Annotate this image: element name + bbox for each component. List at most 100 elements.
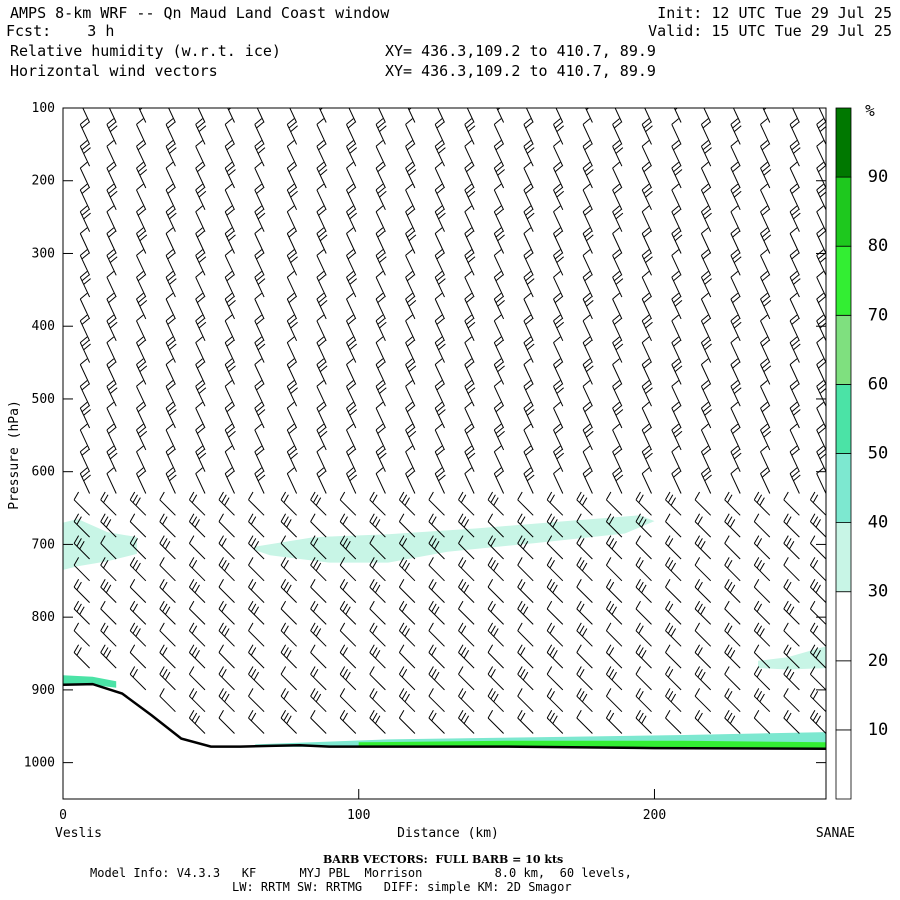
wind-barb-staff [286, 211, 298, 232]
wind-barb-feather [612, 161, 620, 169]
wind-barb-feather [250, 647, 257, 656]
wind-barb-feather [256, 209, 264, 216]
wind-barb-feather [641, 358, 650, 365]
wind-barb-staff [106, 342, 117, 363]
wind-barb [700, 380, 712, 407]
wind-barb-staff [159, 630, 176, 647]
wind-barb-feather [100, 622, 106, 631]
wind-barb-feather [167, 187, 176, 194]
wind-barb-feather [674, 430, 683, 438]
wind-barb [339, 688, 357, 713]
wind-barb-feather [224, 271, 233, 278]
wind-barb [434, 314, 445, 342]
wind-barb-staff [487, 652, 504, 669]
wind-barb [375, 423, 386, 451]
wind-barb-feather [789, 140, 798, 147]
wind-barb-staff [464, 473, 475, 494]
wind-barb-feather [339, 579, 346, 588]
wind-barb-feather [667, 494, 674, 503]
wind-barb [582, 445, 593, 472]
wind-barb-feather [493, 314, 502, 322]
wind-barb-feather [495, 209, 504, 216]
wind-barb-feather [815, 650, 821, 659]
wind-barb-feather [79, 271, 88, 278]
wind-barb-feather [464, 205, 473, 213]
wind-barb-feather [791, 143, 800, 151]
wind-barb-feather [136, 336, 144, 343]
wind-barb-feather [582, 227, 591, 234]
wind-barb [369, 579, 386, 603]
wind-barb-feather [347, 121, 356, 129]
wind-barb-feather [81, 471, 90, 478]
wind-barb-staff [724, 673, 741, 691]
wind-barb-feather [760, 118, 768, 125]
wind-barb-feather [608, 603, 615, 612]
wind-barb-feather [165, 249, 174, 256]
wind-barb-feather [345, 671, 351, 681]
wind-barb-staff [635, 673, 652, 691]
wind-barb-feather [763, 169, 772, 176]
wind-barb-feather [81, 274, 90, 282]
wind-barb-feather [524, 97, 531, 103]
wind-barb [641, 358, 652, 385]
wind-barb-feather [79, 423, 88, 431]
wind-barb-feather [221, 625, 227, 634]
wind-barb-feather [288, 449, 297, 456]
wind-barb-feather [137, 471, 146, 478]
wind-barb-feather [76, 516, 82, 525]
wind-barb [286, 183, 298, 211]
wind-barb-feather [405, 161, 413, 169]
wind-barb [195, 467, 206, 494]
wind-barb [339, 709, 357, 734]
wind-barb [700, 118, 712, 145]
wind-barb-feather [105, 650, 112, 659]
wind-barb [760, 161, 772, 189]
wind-barb-feather [196, 383, 205, 391]
wind-barb-feather [671, 271, 680, 278]
wind-barb-feather [579, 559, 585, 569]
wind-barb-feather [253, 540, 260, 550]
wind-barb-feather [109, 125, 118, 132]
wind-barb-staff [136, 255, 147, 276]
wind-barb-feather [401, 690, 408, 700]
wind-barb-feather [730, 467, 739, 474]
wind-barb-feather [760, 423, 768, 431]
wind-barb [310, 644, 327, 669]
wind-barb [188, 644, 206, 669]
wind-barb-feather [493, 183, 502, 191]
wind-barb [369, 688, 386, 713]
wind-barb-feather [674, 234, 683, 242]
wind-barb-feather [73, 491, 80, 501]
wind-barb-feather [379, 321, 387, 329]
wind-barb-feather [458, 535, 464, 544]
wind-barb [546, 491, 564, 516]
wind-barb-feather [783, 622, 789, 631]
wind-barb-feather [256, 449, 264, 456]
wind-barb-feather [162, 647, 168, 656]
wind-barb-feather [493, 336, 502, 343]
wind-barb-staff [224, 386, 235, 407]
wind-barb-feather [369, 600, 375, 610]
wind-barb [339, 513, 357, 538]
wind-barb-feather [165, 227, 174, 234]
wind-barb-feather [228, 108, 232, 111]
wind-barb-feather [789, 336, 798, 343]
wind-barb [818, 108, 826, 123]
wind-barb-feather [398, 579, 405, 588]
wind-barb [783, 644, 800, 669]
wind-barb [605, 491, 623, 516]
wind-barb-feather [816, 314, 824, 322]
wind-barb-staff [405, 124, 416, 145]
wind-barb-feather [346, 314, 354, 322]
wind-barb-feather [109, 100, 116, 106]
wind-barb-feather [641, 519, 647, 528]
wind-barb-feather [732, 361, 740, 369]
wind-barb-feather [79, 205, 88, 213]
y-tick-label: 100 [32, 101, 55, 116]
wind-barb-staff [399, 521, 416, 538]
wind-barb-feather [196, 97, 203, 103]
wind-barb-feather [434, 358, 443, 365]
wind-barb-feather [224, 497, 230, 506]
wind-barb-feather [783, 709, 789, 719]
wind-barb [612, 140, 624, 167]
